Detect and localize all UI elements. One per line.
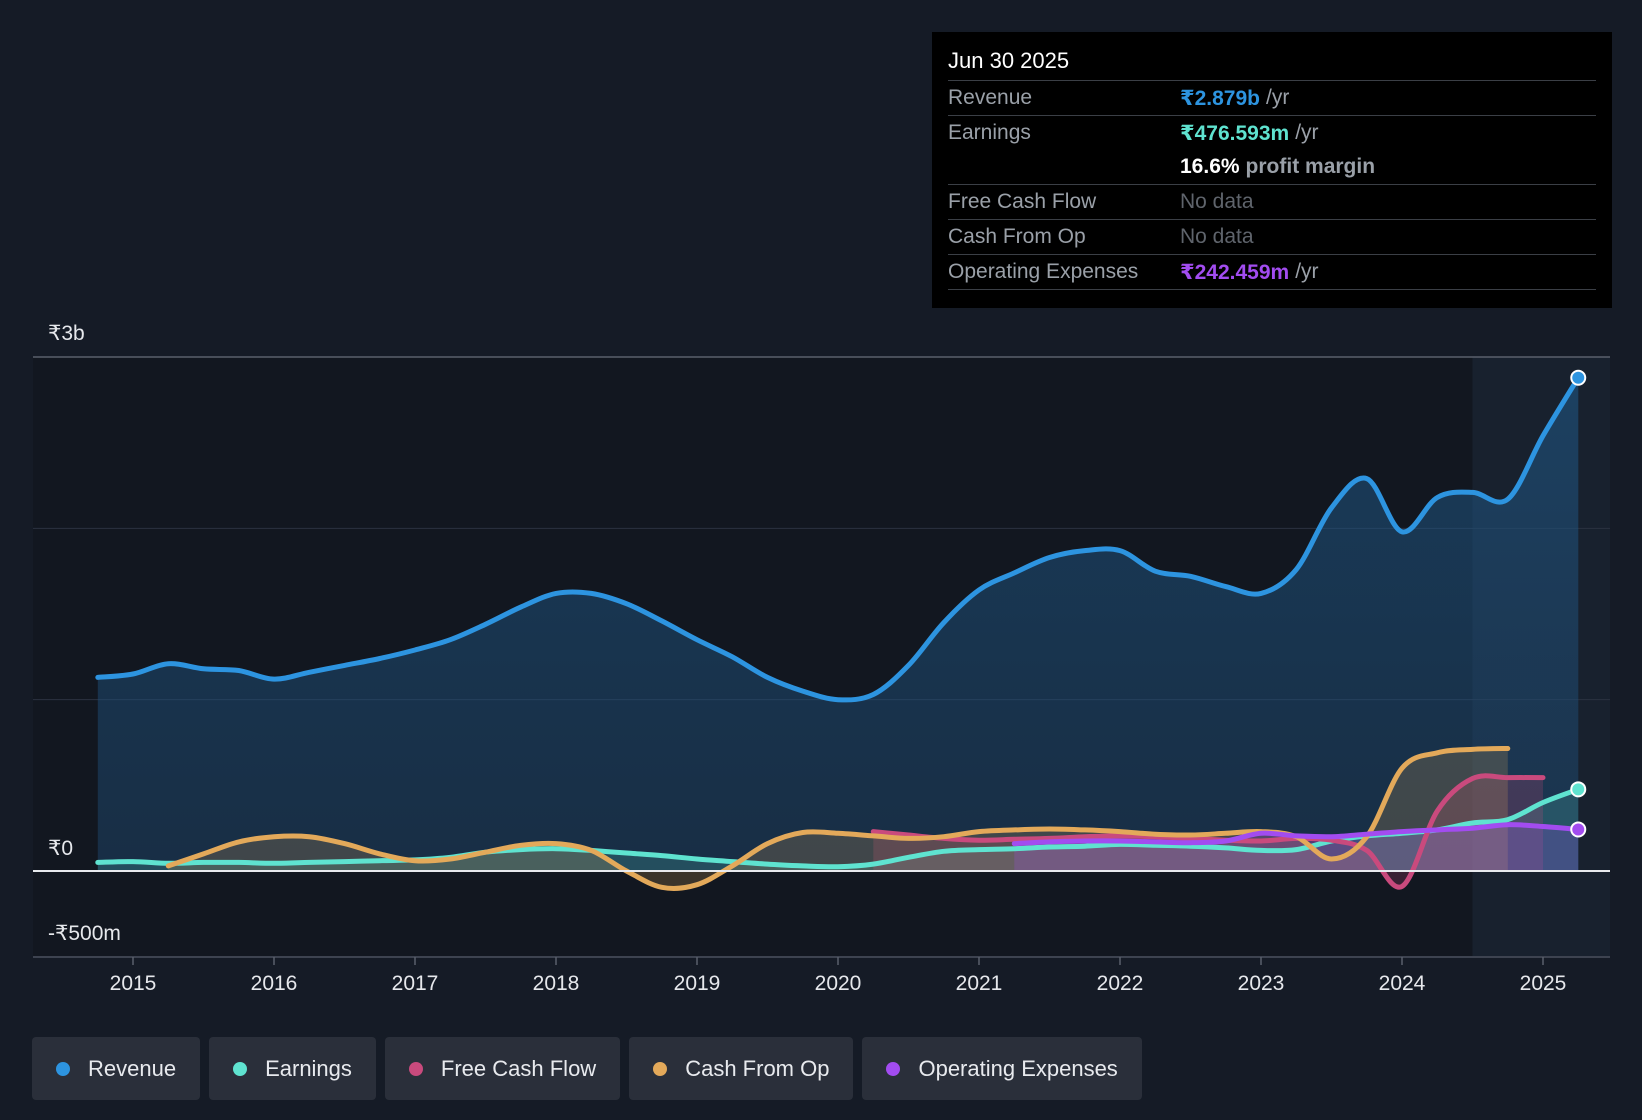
free-cash-flow-area: [873, 775, 1543, 888]
tooltip-fcf-label: Free Cash Flow: [948, 190, 1097, 213]
legend-label-operating-expenses: Operating Expenses: [918, 1055, 1118, 1081]
operating-expenses-line: [1011, 822, 1581, 847]
x-tick-label: 2015: [110, 972, 157, 995]
tooltip-row-cfo: Cash From Op No data: [948, 219, 1596, 254]
legend-label-revenue: Revenue: [88, 1055, 177, 1081]
x-tick-label: 2022: [1097, 972, 1144, 995]
earnings-endpoint: [1570, 781, 1587, 798]
tooltip-row-fcf: Free Cash Flow No data: [948, 184, 1596, 219]
revenue-line: [95, 375, 1581, 703]
tooltip-date: Jun 30 2025: [948, 48, 1070, 73]
x-tick-label: 2019: [674, 972, 721, 995]
revenue-area: [97, 377, 1579, 871]
tooltip-earnings-value: ₹476.593m: [1180, 121, 1290, 145]
legend-item-earnings[interactable]: Earnings: [209, 1037, 376, 1100]
earnings-dot-icon: [233, 1061, 248, 1076]
x-tick-label: 2018: [533, 972, 580, 995]
tooltip-row-opex: Operating Expenses ₹242.459m /yr: [948, 254, 1596, 290]
tooltip-row-earnings: Earnings ₹476.593m /yr: [948, 115, 1596, 150]
y-label-top: ₹3b: [48, 322, 85, 345]
tooltip-fcf-value: No data: [1180, 190, 1254, 213]
legend-label-cash-from-op: Cash From Op: [685, 1055, 830, 1081]
tooltip-profit-margin-label: profit margin: [1245, 155, 1376, 178]
cash-from-op-area: [168, 748, 1508, 889]
x-tick-label: 2017: [392, 972, 439, 995]
x-tick-label: 2025: [1520, 972, 1567, 995]
tooltip-earnings-label: Earnings: [948, 121, 1031, 144]
tooltip-profit-margin-value: 16.6%: [1180, 155, 1240, 178]
legend-label-earnings: Earnings: [265, 1055, 352, 1081]
cash-from-op-dot-icon: [653, 1061, 668, 1076]
tooltip: Jun 30 2025 Revenue ₹2.879b /yr Earnings…: [932, 32, 1612, 308]
tooltip-opex-unit: /yr: [1295, 260, 1319, 283]
operating-expenses-dot-icon: [886, 1061, 901, 1076]
x-tick-label: 2020: [815, 972, 862, 995]
tooltip-cfo-value: No data: [1180, 225, 1254, 248]
x-tick-label: 2021: [956, 972, 1003, 995]
y-label-negative: -₹500m: [48, 922, 121, 945]
tooltip-earnings-unit: /yr: [1295, 121, 1319, 144]
legend-label-free-cash-flow: Free Cash Flow: [440, 1055, 597, 1081]
tooltip-revenue-label: Revenue: [948, 86, 1033, 109]
tooltip-cfo-label: Cash From Op: [948, 225, 1086, 248]
legend-item-operating-expenses[interactable]: Operating Expenses: [862, 1037, 1142, 1100]
x-tick-label: 2016: [251, 972, 298, 995]
legend-item-cash-from-op[interactable]: Cash From Op: [629, 1037, 854, 1100]
x-tick-label: 2024: [1379, 972, 1426, 995]
tooltip-revenue-unit: /yr: [1266, 86, 1290, 109]
legend: Revenue Earnings Free Cash Flow Cash Fro…: [32, 1037, 1142, 1100]
tooltip-row-revenue: Revenue ₹2.879b /yr: [948, 80, 1596, 115]
y-label-zero: ₹0: [48, 837, 73, 860]
operating-expenses-endpoint: [1570, 821, 1587, 838]
x-axis-ticks: 2015 2016 2017 2018 2019 2020 2021 2022 2023 2024…: [110, 957, 1567, 995]
earnings-area: [97, 789, 1579, 871]
legend-item-revenue[interactable]: Revenue: [32, 1037, 201, 1100]
series-lines: [95, 375, 1581, 891]
revenue-dot-icon: [56, 1061, 70, 1076]
tooltip-revenue-value: ₹2.879b: [1180, 86, 1260, 110]
x-tick-label: 2023: [1238, 972, 1285, 995]
series-endpoints: [1570, 369, 1587, 838]
revenue-endpoint: [1570, 369, 1587, 386]
tooltip-row-profit-margin: 16.6% profit margin: [948, 150, 1596, 184]
tooltip-opex-label: Operating Expenses: [948, 260, 1139, 283]
legend-item-free-cash-flow[interactable]: Free Cash Flow: [384, 1037, 621, 1100]
tooltip-opex-value: ₹242.459m: [1180, 260, 1290, 284]
free-cash-flow-dot-icon: [408, 1061, 423, 1076]
